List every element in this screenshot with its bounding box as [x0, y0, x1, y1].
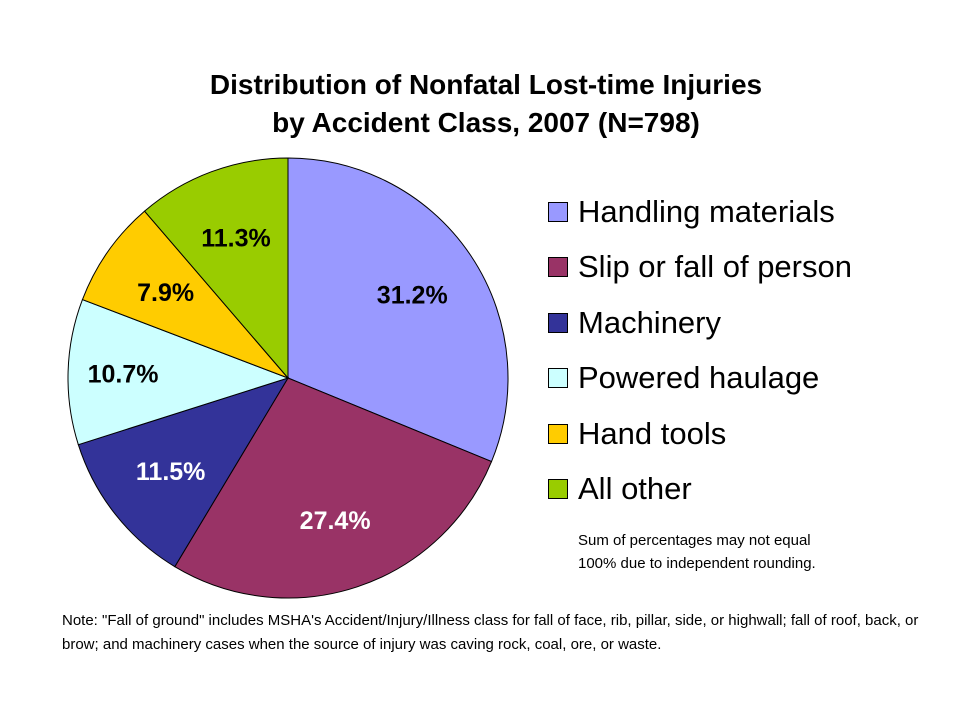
legend-item: Powered haulage: [548, 351, 852, 407]
legend-swatch: [548, 312, 568, 333]
legend-swatch: [548, 257, 568, 278]
pie-slice-all-other: [143, 157, 289, 380]
legend-item: Hand tools: [548, 406, 852, 462]
data-label: 7.9%: [137, 279, 194, 307]
data-label: 10.7%: [88, 360, 159, 388]
legend-label: Machinery: [578, 304, 721, 340]
data-label: 11.3%: [201, 225, 271, 253]
pie-slice-machinery: [77, 377, 290, 568]
footnote-line-1: Sum of percentages may not equal: [578, 532, 811, 549]
pie-slice-powered-haulage: [67, 298, 290, 446]
legend-swatch: [548, 479, 568, 500]
legend-item: Slip or fall of person: [548, 240, 852, 296]
legend-item: All other: [548, 462, 852, 518]
pie-slice-hand-tools: [81, 210, 289, 379]
legend-label: Hand tools: [578, 415, 727, 451]
pie-slice-slip-or-fall-of-person: [174, 377, 493, 599]
legend-label: Handling materials: [578, 193, 835, 229]
legend-item: Machinery: [548, 295, 852, 351]
chart-title: Distribution of Nonfatal Lost-time Injur…: [0, 66, 960, 142]
rounding-footnote: Sum of percentages may not equal 100% du…: [578, 529, 816, 575]
legend-label: Slip or fall of person: [578, 249, 852, 285]
data-label: 31.2%: [377, 282, 448, 310]
legend-label: All other: [578, 471, 692, 507]
title-line-2: by Accident Class, 2007 (N=798): [272, 107, 700, 138]
legend-label: Powered haulage: [578, 360, 820, 396]
footnote-line-2: 100% due to independent rounding.: [578, 555, 816, 572]
data-label: 11.5%: [136, 458, 206, 486]
legend-swatch: [548, 201, 568, 222]
legend-swatch: [548, 368, 568, 389]
pie-slice-handling-materials: [287, 157, 509, 463]
legend-item: Handling materials: [548, 184, 852, 240]
data-label: 27.4%: [300, 507, 371, 535]
legend: Handling materials Slip or fall of person…: [548, 184, 852, 517]
note-text: Note: "Fall of ground" includes MSHA's A…: [62, 612, 919, 653]
title-line-1: Distribution of Nonfatal Lost-time Injur…: [209, 69, 763, 100]
legend-swatch: [548, 423, 568, 444]
